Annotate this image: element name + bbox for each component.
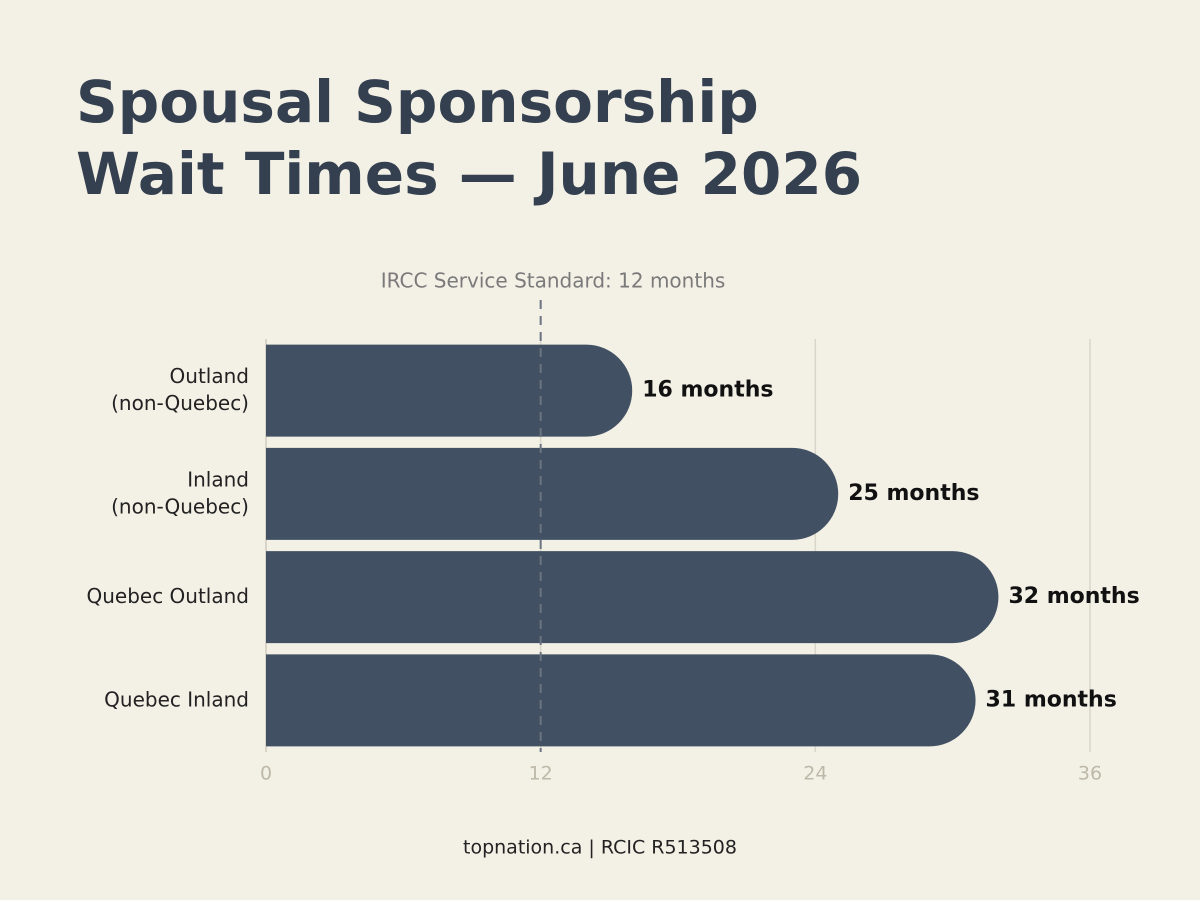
x-tick-label: 0	[260, 763, 272, 785]
bar	[266, 447, 839, 540]
bar	[266, 344, 633, 437]
category-label: Quebec Inland	[104, 687, 249, 711]
x-tick-label: 12	[529, 763, 553, 785]
x-tick-label: 24	[803, 763, 827, 785]
value-label: 32 months	[1008, 584, 1139, 609]
bar	[266, 551, 999, 644]
value-label: 31 months	[986, 687, 1117, 712]
bar	[266, 654, 976, 747]
category-label: Inland (non-Quebec)	[111, 467, 249, 518]
chart-title: Spousal Sponsorship Wait Times — June 202…	[76, 68, 862, 208]
category-label: Quebec Outland	[86, 584, 249, 608]
category-label: Outland (non-Quebec)	[111, 364, 249, 415]
x-tick-label: 36	[1078, 763, 1102, 785]
reference-label: IRCC Service Standard: 12 months	[381, 269, 726, 293]
value-label: 25 months	[848, 481, 979, 506]
footer: topnation.ca | RCIC R513508	[463, 837, 737, 859]
value-label: 16 months	[642, 378, 773, 403]
